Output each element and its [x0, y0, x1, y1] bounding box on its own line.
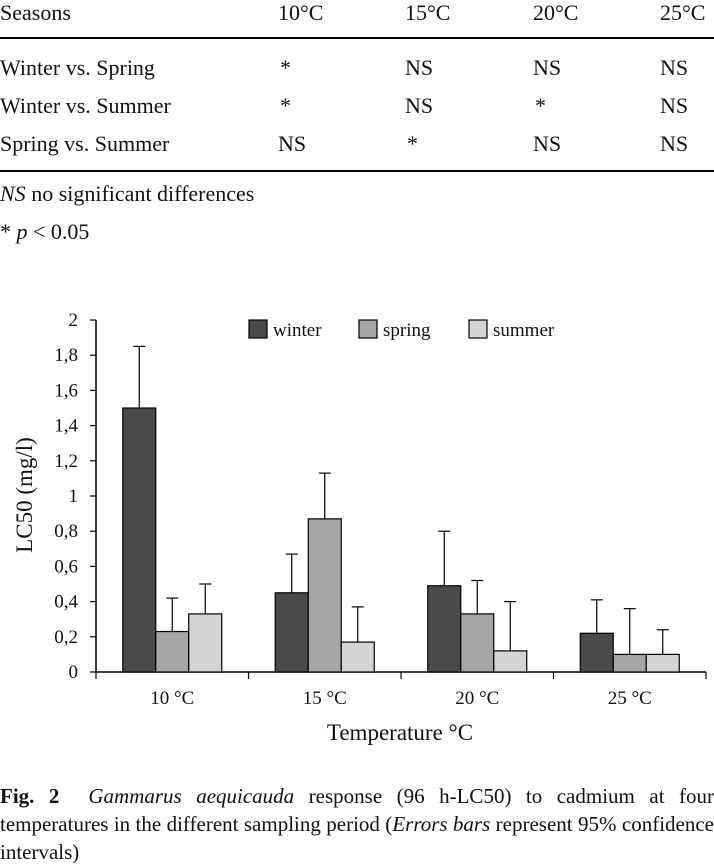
footnote-ns-abbrev: NS — [0, 181, 26, 206]
footnote-p: * p < 0.05 — [0, 219, 89, 245]
caption-italic-errors: Errors bars — [392, 812, 491, 836]
bar-spring — [155, 630, 190, 673]
table-header-row: Seasons 10°C 15°C 20°C 25°C — [0, 0, 714, 30]
chart-y-axis-label: LC50 (mg/l) — [12, 437, 37, 553]
footnote-ns-text: no significant differences — [25, 181, 255, 206]
table-cell: NS — [660, 55, 689, 80]
chart-legend: winter spring summer — [248, 319, 555, 341]
y-tick-label: 1,8 — [54, 345, 78, 366]
chart-axes: 0 0,2 0,4 0,6 0,8 1 1,2 1,4 1,6 1,8 2 10 °C 15 °C 20 … — [54, 310, 707, 709]
bar-summer — [188, 613, 223, 673]
chart-bars — [122, 407, 680, 673]
bar-spring — [612, 653, 647, 673]
table-cell: * — [280, 93, 291, 118]
footnote-ns: NS no significant differences — [0, 181, 254, 207]
caption-text-1: response (96 h-LC50) to cadmium at four … — [0, 784, 714, 836]
y-tick-label: 1 — [69, 486, 79, 507]
y-tick-label: 0,4 — [54, 592, 78, 613]
y-tick-label: 1,4 — [54, 416, 78, 437]
table-rule-top — [0, 37, 714, 39]
table-cell: Winter vs. Summer — [0, 93, 171, 118]
y-tick-label: 0,8 — [54, 521, 78, 542]
table-header-cell: 10°C — [278, 0, 324, 25]
y-tick-label: 0,2 — [54, 627, 78, 648]
table-cell: NS — [533, 131, 562, 156]
table-header-cell: 25°C — [660, 0, 706, 25]
footnote-p-rest: < 0.05 — [27, 219, 90, 244]
table-rule-bottom — [0, 170, 714, 172]
table-cell: NS — [278, 131, 307, 156]
bar-summer — [493, 650, 528, 673]
table-cell: Spring vs. Summer — [0, 131, 170, 156]
table-row: Spring vs. Summer NS * NS NS — [0, 131, 714, 161]
bar-winter — [122, 407, 157, 673]
legend-swatch-summer — [468, 319, 488, 339]
y-tick-label: 0,6 — [54, 556, 78, 577]
bar-summer — [340, 641, 375, 673]
y-tick-label: 1,6 — [54, 380, 78, 401]
caption-label: Fig. 2 — [0, 784, 60, 808]
caption-text-2: represent 95% confidence intervals) — [0, 812, 714, 864]
bar-spring — [307, 518, 342, 673]
table-row: Winter vs. Summer * NS * NS — [0, 93, 714, 123]
table-cell: NS — [660, 93, 689, 118]
bar-winter — [579, 632, 614, 673]
table-cell: * — [535, 93, 546, 118]
table-cell: * — [280, 55, 291, 80]
bar-winter — [274, 592, 309, 673]
y-tick-label: 2 — [69, 310, 79, 331]
footnote-p-star: * — [0, 219, 17, 244]
x-tick-label: 15 °C — [303, 688, 347, 709]
table-cell: NS — [405, 55, 434, 80]
table-cell: NS — [533, 55, 562, 80]
chart-x-axis-label: Temperature °C — [327, 720, 473, 745]
legend-swatch-spring — [358, 319, 378, 339]
figure-caption: Fig. 2 Gammarus aequicauda response (96 … — [0, 782, 714, 866]
x-tick-label: 25 °C — [608, 688, 652, 709]
table-cell: NS — [660, 131, 689, 156]
y-tick-label: 1,2 — [54, 451, 78, 472]
bar-chart: 0 0,2 0,4 0,6 0,8 1 1,2 1,4 1,6 1,8 2 10 °C 15 °C 20 … — [12, 310, 707, 745]
legend-swatch-winter — [248, 319, 268, 339]
footnote-p-var: p — [16, 219, 28, 244]
table-header-cell: 15°C — [405, 0, 451, 25]
table-cell: Winter vs. Spring — [0, 55, 155, 80]
x-tick-label: 20 °C — [455, 688, 499, 709]
bar-spring — [460, 613, 495, 673]
table-header-cell: 20°C — [533, 0, 579, 25]
caption-species: Gammarus aequicauda — [88, 784, 295, 808]
table-cell: * — [407, 131, 418, 156]
bar-summer — [645, 653, 680, 673]
legend-label-summer: summer — [493, 320, 555, 341]
chart-error-bars — [133, 345, 669, 655]
y-tick-label: 0 — [69, 662, 79, 683]
legend-label-winter: winter — [273, 320, 322, 341]
table-row: Winter vs. Spring * NS NS NS — [0, 55, 714, 85]
table-cell: NS — [405, 93, 434, 118]
x-tick-label: 10 °C — [150, 688, 194, 709]
legend-label-spring: spring — [383, 320, 431, 341]
table-header-cell: Seasons — [0, 0, 71, 25]
bar-winter — [427, 585, 462, 673]
